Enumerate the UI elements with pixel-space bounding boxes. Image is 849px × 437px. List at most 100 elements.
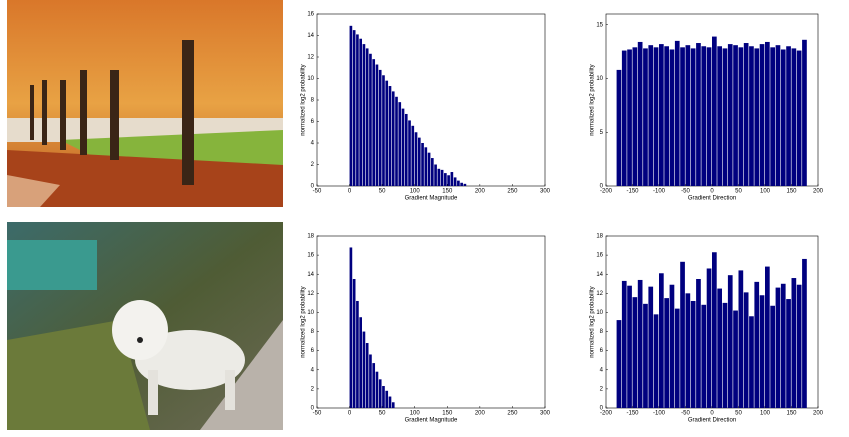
- x-tick-label: 150: [442, 189, 453, 195]
- bar: [395, 97, 398, 186]
- bar: [353, 30, 356, 186]
- bar: [622, 281, 627, 408]
- bar: [638, 42, 643, 186]
- bar: [786, 299, 791, 408]
- bar: [723, 303, 728, 408]
- x-tick-label: 200: [475, 411, 486, 417]
- bar: [670, 49, 675, 186]
- bar: [680, 47, 685, 186]
- bar: [622, 51, 627, 186]
- bar: [372, 59, 375, 186]
- bar: [359, 317, 362, 408]
- bar: [376, 65, 379, 186]
- bar: [781, 49, 786, 186]
- bar: [454, 177, 457, 186]
- x-tick-label: 250: [507, 411, 518, 417]
- bar: [428, 153, 431, 186]
- x-tick-label: 0: [348, 411, 352, 417]
- bar: [464, 184, 467, 186]
- bar: [686, 293, 691, 408]
- bar: [717, 289, 722, 408]
- bar: [776, 288, 781, 408]
- bar: [457, 181, 460, 186]
- y-tick-label: 10: [307, 76, 314, 82]
- bar: [659, 44, 664, 186]
- x-tick-label: 100: [760, 411, 771, 417]
- bar: [382, 75, 385, 186]
- y-axis-label: normalized log2 probability: [590, 64, 596, 135]
- bar: [617, 320, 622, 408]
- y-tick-label: 8: [311, 329, 315, 335]
- y-axis-label: normalized log2 probability: [301, 64, 307, 135]
- bar: [723, 48, 728, 186]
- x-tick-label: -50: [681, 189, 690, 195]
- x-tick-label: 200: [475, 189, 486, 195]
- photo-dog: [7, 222, 283, 430]
- bar: [408, 120, 411, 186]
- bar: [707, 268, 712, 408]
- y-tick-label: 16: [307, 12, 314, 18]
- bar: [372, 363, 375, 408]
- x-tick-label: 50: [379, 411, 386, 417]
- bar: [353, 279, 356, 408]
- bar: [786, 46, 791, 186]
- bar: [749, 46, 754, 186]
- bar: [638, 280, 643, 408]
- x-tick-label: -100: [653, 189, 666, 195]
- bar: [441, 170, 444, 186]
- y-tick-label: 10: [596, 76, 603, 82]
- y-tick-label: 8: [311, 98, 315, 104]
- bar: [389, 397, 392, 408]
- bar: [366, 343, 369, 408]
- bar: [802, 40, 807, 186]
- x-tick-label: 50: [735, 411, 742, 417]
- bar: [686, 45, 691, 186]
- x-axis-label: Gradient Magnitude: [405, 196, 458, 202]
- photo-autumn: [7, 0, 283, 207]
- x-tick-label: 100: [410, 411, 421, 417]
- bar: [385, 391, 388, 408]
- bar: [363, 44, 366, 186]
- bar: [749, 316, 754, 408]
- bar: [675, 41, 680, 186]
- x-tick-label: 150: [786, 189, 797, 195]
- bar: [356, 34, 359, 186]
- bar: [792, 278, 797, 408]
- y-tick-label: 14: [307, 272, 314, 278]
- x-tick-label: 150: [442, 411, 453, 417]
- x-tick-label: 50: [379, 189, 386, 195]
- y-tick-label: 10: [307, 310, 314, 316]
- x-axis-label: Gradient Magnitude: [405, 418, 458, 424]
- bar: [670, 285, 675, 408]
- bar: [744, 43, 749, 186]
- bar: [792, 48, 797, 186]
- bar: [717, 46, 722, 186]
- y-tick-label: 10: [596, 310, 603, 316]
- bar: [696, 279, 701, 408]
- bar: [411, 126, 414, 186]
- bar: [643, 304, 648, 408]
- y-tick-label: 12: [307, 291, 314, 297]
- bar: [797, 51, 802, 186]
- y-tick-label: 14: [307, 33, 314, 39]
- bar: [434, 165, 437, 187]
- bar: [418, 138, 421, 186]
- bar: [379, 379, 382, 408]
- y-tick-label: 18: [596, 234, 603, 240]
- bar: [654, 47, 659, 186]
- bar: [728, 44, 733, 186]
- x-tick-label: -100: [653, 411, 666, 417]
- bar: [633, 297, 638, 408]
- bar: [776, 45, 781, 186]
- x-tick-label: 300: [540, 411, 551, 417]
- y-tick-label: 12: [596, 291, 603, 297]
- y-tick-label: 4: [311, 141, 315, 147]
- bar: [617, 70, 622, 186]
- bar: [781, 284, 786, 408]
- y-tick-label: 16: [307, 253, 314, 259]
- bar: [664, 46, 669, 186]
- bar: [802, 259, 807, 408]
- bar: [350, 247, 353, 408]
- x-tick-label: 250: [507, 189, 518, 195]
- bar: [733, 311, 738, 408]
